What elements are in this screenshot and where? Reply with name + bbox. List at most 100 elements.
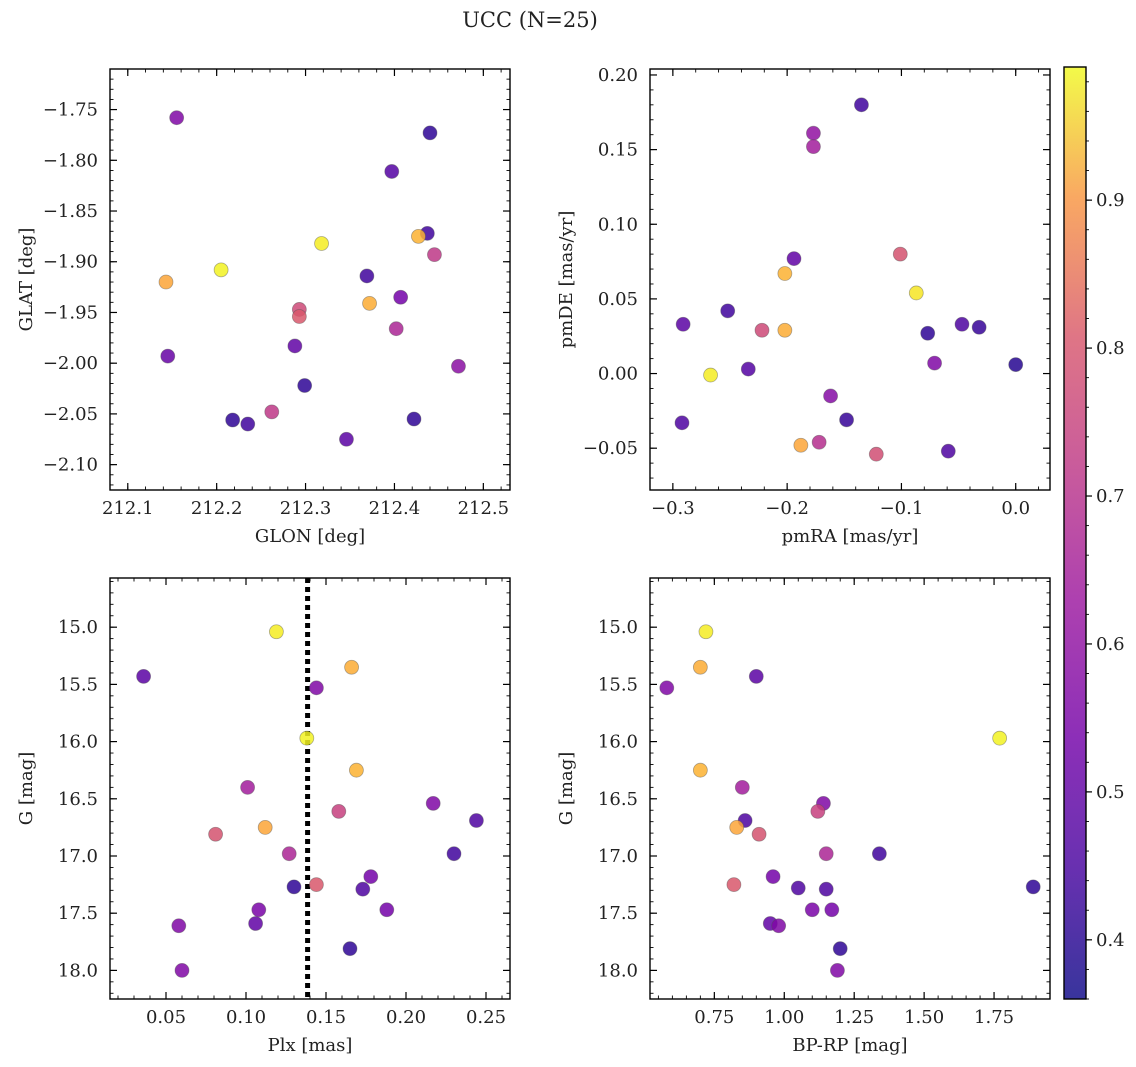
data-point [726, 877, 742, 892]
data-point [892, 246, 908, 262]
colorbar-tick-label: 0.9 [1096, 190, 1125, 211]
data-point [920, 325, 936, 341]
data-point [729, 819, 745, 835]
colorbar-gradient [1064, 67, 1086, 999]
y-tick-label: 17.0 [58, 846, 98, 867]
data-point [992, 730, 1008, 746]
x-tick-label: 0.05 [146, 1007, 186, 1028]
data-point [174, 962, 190, 978]
data-point [251, 902, 267, 918]
y-tick-label: −2.10 [43, 455, 98, 476]
y-tick-label: −0.05 [583, 438, 638, 459]
y-tick-label: 0.15 [598, 140, 638, 161]
data-point [1025, 879, 1041, 895]
x-tick-label: 0.25 [466, 1007, 506, 1028]
y-tick-label: 0.00 [598, 364, 638, 385]
data-point [406, 411, 422, 427]
data-point [363, 869, 379, 884]
y-tick-label: 0.20 [598, 65, 638, 86]
data-point [754, 322, 770, 338]
data-point [659, 680, 675, 696]
x-tick-label: 0.20 [386, 1007, 426, 1028]
data-point [257, 819, 273, 835]
data-point [832, 941, 848, 957]
data-point [286, 879, 302, 895]
y-tick-label: 17.5 [598, 903, 638, 924]
data-point [384, 164, 400, 179]
y-tick-label: 15.5 [58, 674, 98, 695]
data-point [171, 918, 187, 934]
axes-frame [109, 577, 511, 1000]
panel-1: 212.1 212.2 212.3 212.4 212.5 −1.75 −1.80 −1.85… [16, 68, 511, 547]
data-point [468, 813, 484, 828]
data-point [811, 434, 827, 450]
data-point [830, 962, 845, 978]
y-tick-label: −1.80 [43, 150, 98, 171]
x-tick-label: 0.10 [226, 1007, 266, 1028]
x-tick-label: 212.2 [191, 498, 243, 519]
data-point [954, 316, 970, 332]
x-tick-label: −0.2 [765, 498, 809, 519]
panel-3: 0.05 0.10 0.15 0.20 0.25 15.0 15.5 16.0 16.5 17.0… [16, 577, 511, 1056]
panel-2: −0.3 −0.2 −0.1 0.0 0.20 0.15 0.10 0.05 0.00 −0.05… [556, 65, 1051, 547]
x-tick-label: 0.75 [694, 1007, 734, 1028]
data-point [818, 846, 834, 862]
data-point [751, 826, 767, 842]
y-tick-label: 16.5 [58, 789, 98, 810]
data-point [446, 846, 462, 862]
data-point [871, 846, 887, 862]
x-tick-label: 1.75 [974, 1007, 1014, 1028]
data-point [344, 659, 360, 675]
y-tick-label: 15.0 [598, 617, 638, 638]
data-point [908, 285, 924, 301]
data-point [287, 338, 303, 354]
data-point [971, 319, 987, 335]
y-tick-label: 18.0 [598, 960, 638, 981]
y-tick-label: 0.05 [598, 289, 638, 310]
panel-4: 0.75 1.00 1.25 1.50 1.75 15.0 15.5 16.0 16.5 17.0… [556, 577, 1051, 1056]
x-tick-label: 1.50 [904, 1007, 944, 1028]
colorbar-frame [1063, 66, 1087, 1000]
x-tick-label: 1.25 [834, 1007, 874, 1028]
data-point [422, 125, 438, 141]
x-tick-label: 212.5 [458, 498, 510, 519]
colorbar-tick-label: 0.6 [1096, 634, 1125, 655]
data-point [158, 274, 174, 290]
x-axis-label: pmRA [mas/yr] [782, 526, 919, 547]
data-point [411, 228, 426, 244]
data-point [342, 941, 358, 957]
data-point [806, 125, 821, 141]
data-point [240, 416, 256, 432]
data-point [674, 415, 690, 431]
data-point [308, 877, 324, 892]
x-tick-label: 212.1 [102, 498, 154, 519]
data-point [868, 446, 884, 462]
data-point [268, 624, 284, 640]
data-point [379, 902, 395, 918]
data-point [748, 668, 764, 684]
data-point [692, 762, 708, 778]
data-point [314, 236, 329, 251]
data-point [331, 803, 347, 819]
y-tick-label: 17.0 [598, 846, 638, 867]
x-tick-label: 212.4 [369, 498, 421, 519]
data-point [940, 443, 956, 459]
y-tick-label: 15.0 [58, 617, 98, 638]
axes-frame [649, 68, 1051, 491]
x-tick-label: 0.0 [1001, 498, 1030, 519]
data-point [213, 262, 229, 278]
x-tick-label: −0.3 [651, 498, 695, 519]
data-point [771, 918, 787, 934]
data-point [451, 358, 466, 374]
data-point [810, 803, 826, 819]
data-point [793, 437, 809, 453]
x-axis-label: BP-RP [mag] [792, 1035, 907, 1056]
y-tick-label: −2.05 [43, 404, 98, 425]
data-point [740, 361, 756, 377]
data-point [160, 348, 176, 364]
data-point [675, 316, 691, 332]
colorbar-tick-label: 0.5 [1096, 782, 1125, 803]
y-axis-label: G [mag] [556, 752, 577, 825]
data-point [823, 388, 838, 404]
